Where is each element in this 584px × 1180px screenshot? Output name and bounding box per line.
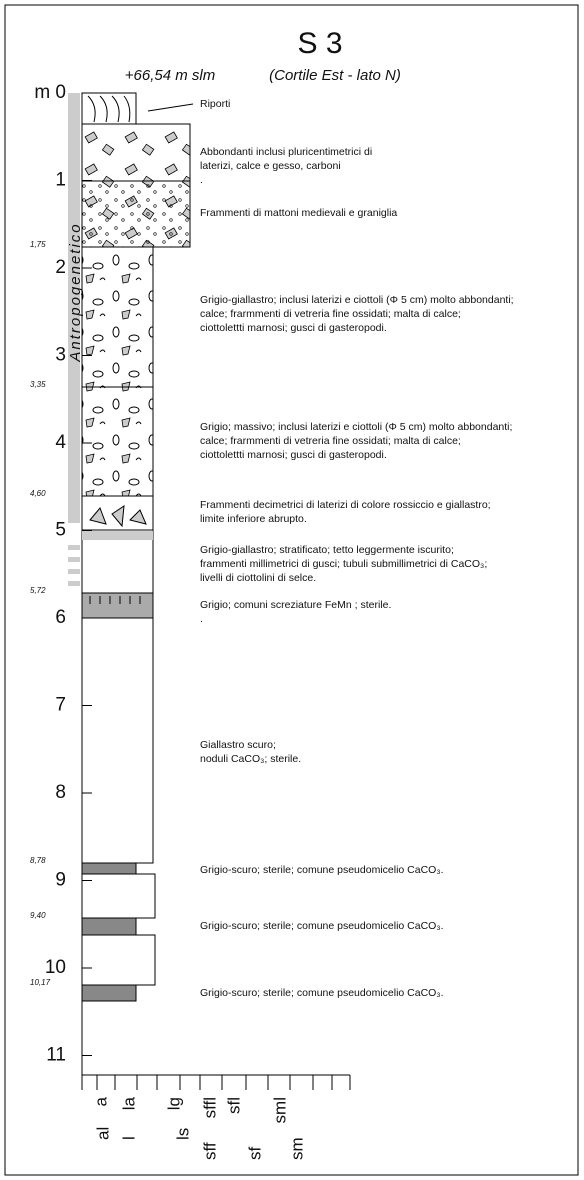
layer-description: Grigio-scuro; sterile; comune pseudomice… xyxy=(200,987,444,999)
layer-description: livelli di ciottolini di selce. xyxy=(200,572,316,584)
layer-description: . xyxy=(200,174,203,186)
depth-label: 6 xyxy=(55,607,66,628)
layer-description: Abbondanti inclusi pluricentimetrici di xyxy=(200,146,372,158)
layer-description: noduli CaCO₃; sterile. xyxy=(200,753,301,765)
boundary-depth: 5,72 xyxy=(30,586,46,595)
grain-label: l xyxy=(119,1136,138,1140)
grain-label: sff xyxy=(200,1142,219,1160)
layer-description: calce; frarmmenti di vetreria fine ossid… xyxy=(200,435,461,447)
depth-label: 3 xyxy=(55,345,66,366)
depth-label: 11 xyxy=(46,1045,66,1066)
layer-description: Giallastro scuro; xyxy=(200,739,276,751)
grain-label: al xyxy=(93,1127,112,1140)
location: (Cortile Est - lato N) xyxy=(269,67,401,84)
grain-label: lg xyxy=(164,1097,183,1110)
layer-description: Grigio-scuro; sterile; comune pseudomice… xyxy=(200,920,444,932)
boundary-depth: 9,40 xyxy=(30,911,46,920)
depth-label: 5 xyxy=(55,520,66,541)
layer-description: Grigio-scuro; sterile; comune pseudomice… xyxy=(200,864,444,876)
layer-description: Grigio; massivo; inclusi laterizi e ciot… xyxy=(200,421,512,433)
log-diagram: S 3 +66,54 m slm (Cortile Est - lato N) … xyxy=(0,0,584,1180)
title: S 3 xyxy=(297,27,342,60)
grain-label: sfl xyxy=(224,1097,243,1114)
layer-description: ciottolettti marnosi; gusci di gasteropo… xyxy=(200,322,387,334)
grain-label: sf xyxy=(245,1147,264,1161)
layer-description: calce; frarmmenti di vetreria fine ossid… xyxy=(200,308,461,320)
boundary-depth: 1,75 xyxy=(30,240,46,249)
boundary-depth: 8,78 xyxy=(30,856,46,865)
depth-label: 9 xyxy=(55,870,66,891)
depth-label: 7 xyxy=(55,695,66,716)
boundary-depth: 4,60 xyxy=(30,489,46,498)
layer-description: Frammenti di mattoni medievali e granigl… xyxy=(200,207,397,219)
layer-description: . xyxy=(200,613,203,625)
strip-dashes xyxy=(68,545,80,586)
unit-label: Antropogenetico xyxy=(67,222,84,362)
layer-description: laterizi, calce e gesso, carboni xyxy=(200,160,341,172)
layer-description: Grigio-giallastro; inclusi laterizi e ci… xyxy=(200,294,514,306)
boundary-depth: 3,35 xyxy=(30,380,46,389)
depth-label: 4 xyxy=(55,432,66,453)
grain-label: ls xyxy=(173,1128,192,1140)
grain-label: sml xyxy=(270,1097,289,1123)
depth-label: 10 xyxy=(45,957,66,978)
layer-description: Grigio; comuni screziature FeMn ; steril… xyxy=(200,599,391,611)
grain-label: a xyxy=(91,1096,110,1106)
boundary-depth: 10,17 xyxy=(30,978,51,987)
leader-line xyxy=(148,104,193,111)
elevation: +66,54 m slm xyxy=(125,67,215,84)
layers xyxy=(82,93,190,1001)
page: S 3 +66,54 m slm (Cortile Est - lato N) … xyxy=(0,0,584,1180)
grain-label: la xyxy=(119,1096,138,1110)
depth-label: 1 xyxy=(55,170,66,191)
layer-description: Grigio-giallastro; stratificato; tetto l… xyxy=(200,544,454,556)
layer-description: Frammenti decimetrici di laterizi di col… xyxy=(200,499,491,511)
depth-label: 8 xyxy=(55,782,66,803)
grain-label: sm xyxy=(287,1137,306,1160)
depth-label: m 0 xyxy=(34,82,66,103)
layer-description: ciottolettti marnosi; gusci di gasteropo… xyxy=(200,449,387,461)
layer-description: limite inferiore abrupto. xyxy=(200,513,307,525)
layer-description: Riporti xyxy=(200,98,230,110)
depth-label: 2 xyxy=(55,257,66,278)
layer-description: frammenti millimetrici di gusci; tubuli … xyxy=(200,558,487,570)
grain-label: sffl xyxy=(200,1097,219,1118)
